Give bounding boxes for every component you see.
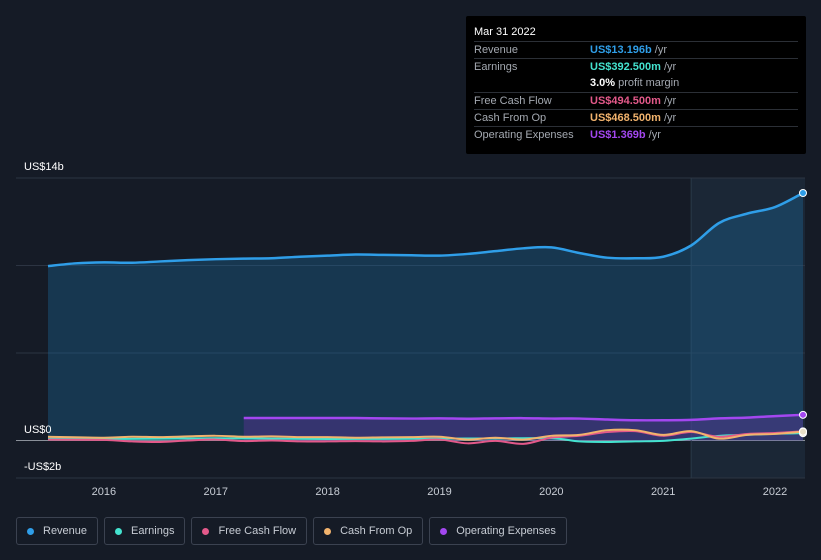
series-lines — [47, 191, 804, 445]
tooltip-row-unit: /yr — [648, 129, 661, 141]
legend-dot-icon — [115, 527, 123, 535]
tooltip-rows: Revenue US$13.196b/yr Earnings US$392.500m /… — [474, 41, 798, 143]
x-tick-label: 2019 — [427, 486, 451, 498]
y-label-top: US$14b — [24, 161, 64, 173]
x-tick-label: 2017 — [204, 486, 228, 498]
tooltip-row-label: Operating Expenses — [474, 129, 574, 141]
legend-label: Free Cash Flow — [218, 525, 297, 537]
legend-label: Operating Expenses — [456, 525, 556, 537]
tooltip-row: Cash From Op US$468.500m/yr — [474, 109, 798, 126]
x-tick-label: 2020 — [539, 486, 563, 498]
tooltip-row-value: US$494.500m — [590, 95, 661, 107]
cash-from-op-line — [47, 428, 804, 441]
x-tick-label: 2016 — [92, 486, 116, 498]
legend-dot-icon — [440, 527, 448, 535]
tooltip-row: Revenue US$13.196b/yr — [474, 41, 798, 58]
y-label-zero: US$0 — [24, 424, 52, 436]
tooltip-row-label — [474, 75, 590, 92]
y-label-bottom: -US$2b — [24, 461, 61, 473]
free-cash-flow-line — [47, 429, 804, 445]
tooltip-row-label: Earnings — [474, 61, 518, 73]
legend-label: Revenue — [43, 525, 88, 537]
tooltip-date: Mar 31 2022 — [474, 26, 536, 38]
legend-item-cash-from-op[interactable]: Cash From Op — [313, 517, 424, 545]
tooltip-row: Operating Expenses US$1.369b/yr — [474, 126, 798, 143]
revenue-area — [48, 193, 803, 441]
legend-item-free-cash-flow[interactable]: Free Cash Flow — [191, 517, 308, 545]
tooltip-row-label: Cash From Op — [474, 112, 547, 124]
tooltip-row-value: US$468.500m — [590, 112, 661, 124]
legend-label: Cash From Op — [340, 525, 413, 537]
revenue-endpoint — [799, 189, 807, 197]
tooltip-row-value: US$1.369b — [590, 129, 646, 141]
operating-expenses-line — [243, 413, 804, 422]
tooltip-row-value: US$13.196b — [590, 44, 652, 56]
legend-dot-icon — [27, 527, 34, 535]
legend-item-earnings[interactable]: Earnings — [104, 517, 186, 545]
tooltip-row-unit: /yr — [654, 44, 667, 56]
legend-label: Earnings — [131, 525, 175, 537]
series-endpoints — [799, 189, 807, 438]
x-tick-label: 2021 — [651, 486, 675, 498]
recent-period-highlight — [691, 178, 805, 478]
data-tooltip: Mar 31 2022 Revenue US$13.196b/yr Earnings… — [466, 16, 806, 154]
tooltip-row-label: Revenue — [474, 44, 519, 56]
operating-expenses-endpoint — [799, 410, 807, 419]
revenue-line — [47, 191, 804, 268]
cash-from-op-endpoint — [799, 427, 807, 436]
series-areas — [48, 193, 804, 441]
tooltip-row-unit: profit margin — [618, 77, 680, 89]
tooltip-row-value: US$392.500m — [590, 61, 661, 73]
tooltip-row-unit: /yr — [663, 112, 677, 124]
tooltip-row-unit: /yr — [663, 95, 677, 107]
legend-item-operating-expenses[interactable]: Operating Expenses — [429, 517, 567, 545]
tooltip-row: Free Cash Flow US$494.500m/yr — [474, 92, 798, 109]
x-axis-ticks: 2016 2017 2018 2019 2020 2021 2022 — [92, 486, 788, 498]
tooltip-row-label: Free Cash Flow — [474, 95, 552, 107]
tooltip-row-value: 3.0% — [590, 77, 616, 89]
tooltip-row: 3.0% profit margin — [474, 75, 798, 92]
legend-item-revenue[interactable]: Revenue — [16, 517, 99, 545]
tooltip-row: Earnings US$392.500m/yr — [474, 58, 798, 75]
legend-dot-icon — [324, 527, 332, 535]
x-tick-label: 2022 — [763, 486, 787, 498]
chart-legend: Revenue Earnings Free Cash Flow Cash From O… — [16, 517, 567, 545]
legend-dot-icon — [202, 527, 210, 535]
tooltip-row-unit: /yr — [663, 61, 677, 73]
x-tick-label: 2018 — [315, 486, 339, 498]
